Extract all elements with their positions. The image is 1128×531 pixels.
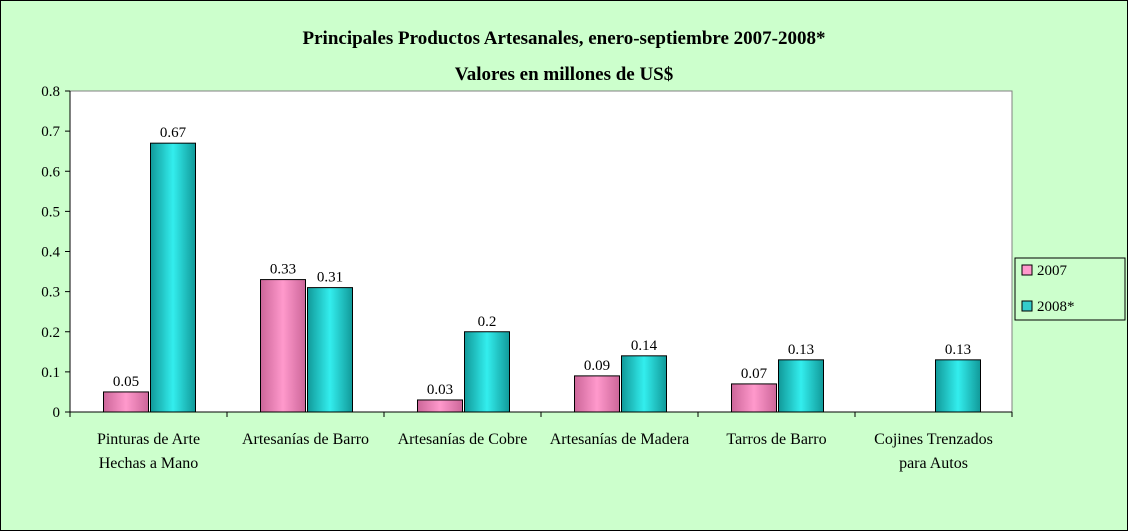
legend-swatch (1021, 264, 1033, 276)
bar (621, 355, 667, 413)
bar (150, 142, 196, 413)
data-label: 0.07 (741, 366, 768, 382)
chart-title: Principales Productos Artesanales, enero… (303, 28, 826, 49)
data-label: 0.31 (317, 270, 343, 286)
y-tick-label: 0.6 (41, 164, 60, 180)
x-tick-label: Artesanías de Cobre (397, 431, 528, 448)
legend-label: 2007 (1037, 263, 1068, 279)
chart-subtitle: Valores en millones de US$ (455, 64, 674, 85)
x-tick-label: Cojines Trenzados para Autos (874, 431, 993, 472)
y-tick-label: 0.2 (41, 325, 60, 341)
bar (307, 287, 353, 413)
data-label: 0.2 (478, 314, 497, 330)
y-tick-label: 0.4 (41, 245, 60, 261)
bar (417, 399, 463, 413)
y-tick-label: 0.8 (41, 84, 60, 100)
bar (731, 383, 777, 413)
x-tick-label: Artesanías de Barro (241, 431, 370, 448)
bar (260, 279, 306, 413)
data-label: 0.03 (427, 382, 453, 398)
data-label: 0.14 (631, 338, 658, 354)
y-tick-label: 0 (53, 405, 61, 421)
bar (574, 375, 620, 413)
legend-swatch (1021, 300, 1033, 312)
bar (103, 391, 149, 413)
legend (1014, 257, 1126, 321)
data-label: 0.67 (160, 125, 187, 141)
y-tick-label: 0.7 (41, 124, 60, 140)
data-label: 0.09 (584, 358, 610, 374)
plot-area (69, 90, 1013, 413)
bar (935, 359, 981, 413)
data-label: 0.33 (270, 262, 296, 278)
data-label: 0.13 (945, 342, 971, 358)
bar (778, 359, 824, 413)
bar (464, 331, 510, 413)
y-tick-label: 0.3 (41, 285, 60, 301)
x-tick-label: Artesanías de Madera (549, 431, 690, 448)
x-tick-label: Pinturas de Arte Hechas a Mano (96, 431, 201, 472)
y-tick-label: 0.1 (41, 365, 60, 381)
y-tick-label: 0.5 (41, 204, 60, 220)
legend-label: 2008* (1037, 299, 1075, 315)
data-label: 0.05 (113, 374, 139, 390)
x-tick-label: Tarros de Barro (726, 431, 827, 448)
data-label: 0.13 (788, 342, 814, 358)
